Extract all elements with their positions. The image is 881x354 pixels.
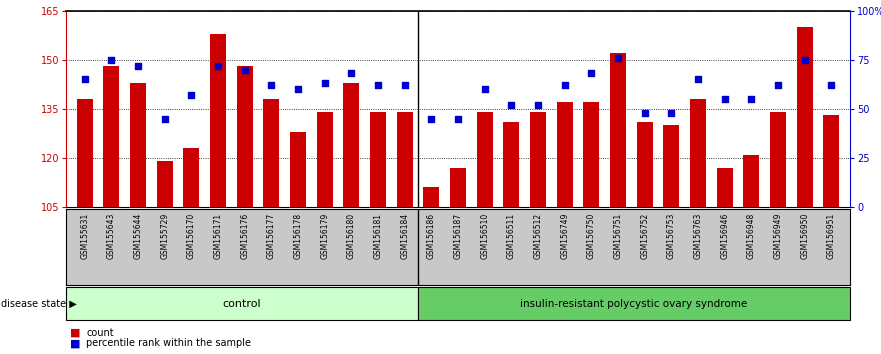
Text: GSM156184: GSM156184 xyxy=(400,213,410,259)
Text: GSM156176: GSM156176 xyxy=(241,213,249,259)
Bar xyxy=(796,27,813,207)
Text: GSM156187: GSM156187 xyxy=(454,213,463,259)
Point xyxy=(558,82,572,88)
Point xyxy=(638,110,652,116)
Bar xyxy=(66,287,418,320)
Point xyxy=(478,86,492,92)
Text: GSM156171: GSM156171 xyxy=(213,213,223,259)
Text: GSM156178: GSM156178 xyxy=(293,213,302,259)
Text: GSM156179: GSM156179 xyxy=(321,213,329,259)
Point xyxy=(291,86,305,92)
Bar xyxy=(130,82,146,207)
Point xyxy=(664,110,678,116)
Bar xyxy=(396,112,413,207)
Bar xyxy=(210,34,226,207)
Text: GSM156950: GSM156950 xyxy=(800,213,810,259)
Bar xyxy=(611,53,626,207)
Bar xyxy=(824,115,840,207)
Point xyxy=(78,76,92,82)
Bar xyxy=(290,132,306,207)
Text: GSM155729: GSM155729 xyxy=(160,213,169,259)
Point xyxy=(611,55,626,61)
Text: GSM156948: GSM156948 xyxy=(747,213,756,259)
Point xyxy=(371,82,385,88)
Bar xyxy=(418,287,850,320)
Point xyxy=(238,67,252,73)
Point xyxy=(184,92,198,98)
Text: GSM155631: GSM155631 xyxy=(80,213,89,259)
Bar xyxy=(77,99,93,207)
Point xyxy=(425,116,439,121)
Bar xyxy=(690,99,707,207)
Bar xyxy=(370,112,386,207)
Bar xyxy=(530,112,546,207)
Text: GSM156511: GSM156511 xyxy=(507,213,516,259)
Text: count: count xyxy=(86,328,114,338)
Text: GSM156946: GSM156946 xyxy=(721,213,729,259)
Point xyxy=(158,116,172,121)
Point xyxy=(744,96,759,102)
Text: GSM156753: GSM156753 xyxy=(667,213,676,259)
Text: GSM156752: GSM156752 xyxy=(640,213,649,259)
Text: GSM156750: GSM156750 xyxy=(587,213,596,259)
Point xyxy=(344,71,359,76)
Text: GSM156180: GSM156180 xyxy=(347,213,356,259)
Bar xyxy=(744,155,759,207)
Point xyxy=(691,76,705,82)
Text: control: control xyxy=(223,298,261,309)
Point xyxy=(798,57,812,63)
Bar xyxy=(583,102,599,207)
Text: GSM156749: GSM156749 xyxy=(560,213,569,259)
Bar xyxy=(263,99,279,207)
Text: ■: ■ xyxy=(70,338,81,348)
Bar xyxy=(717,168,733,207)
Text: insulin-resistant polycystic ovary syndrome: insulin-resistant polycystic ovary syndr… xyxy=(521,298,747,309)
Text: GSM156951: GSM156951 xyxy=(827,213,836,259)
Text: GSM156177: GSM156177 xyxy=(267,213,276,259)
Text: GSM156170: GSM156170 xyxy=(187,213,196,259)
Text: GSM156510: GSM156510 xyxy=(480,213,489,259)
Point xyxy=(318,80,332,86)
Bar xyxy=(557,102,573,207)
Point xyxy=(451,116,465,121)
Bar xyxy=(103,66,120,207)
Bar xyxy=(637,122,653,207)
Text: ■: ■ xyxy=(70,328,81,338)
Bar xyxy=(183,148,199,207)
Bar xyxy=(157,161,173,207)
Text: GSM155644: GSM155644 xyxy=(134,213,143,259)
Point xyxy=(397,82,411,88)
Text: GSM155643: GSM155643 xyxy=(107,213,116,259)
Point xyxy=(584,71,598,76)
Text: GSM156186: GSM156186 xyxy=(427,213,436,259)
Text: GSM156512: GSM156512 xyxy=(534,213,543,259)
Bar xyxy=(663,125,679,207)
Bar xyxy=(477,112,492,207)
Point xyxy=(505,102,519,108)
Text: percentile rank within the sample: percentile rank within the sample xyxy=(86,338,251,348)
Text: GSM156751: GSM156751 xyxy=(614,213,623,259)
Point xyxy=(825,82,839,88)
Text: disease state ▶: disease state ▶ xyxy=(1,298,77,309)
Bar xyxy=(237,66,253,207)
Point xyxy=(131,63,145,68)
Text: GSM156949: GSM156949 xyxy=(774,213,782,259)
Bar xyxy=(770,112,786,207)
Bar xyxy=(424,188,440,207)
Bar xyxy=(317,112,333,207)
Bar xyxy=(503,122,520,207)
Point xyxy=(531,102,545,108)
Point xyxy=(211,63,226,68)
Text: GSM156763: GSM156763 xyxy=(693,213,703,259)
Bar xyxy=(344,82,359,207)
Point xyxy=(718,96,732,102)
Point xyxy=(104,57,118,63)
Text: GSM156181: GSM156181 xyxy=(374,213,382,259)
Bar xyxy=(450,168,466,207)
Point xyxy=(771,82,785,88)
Point xyxy=(264,82,278,88)
